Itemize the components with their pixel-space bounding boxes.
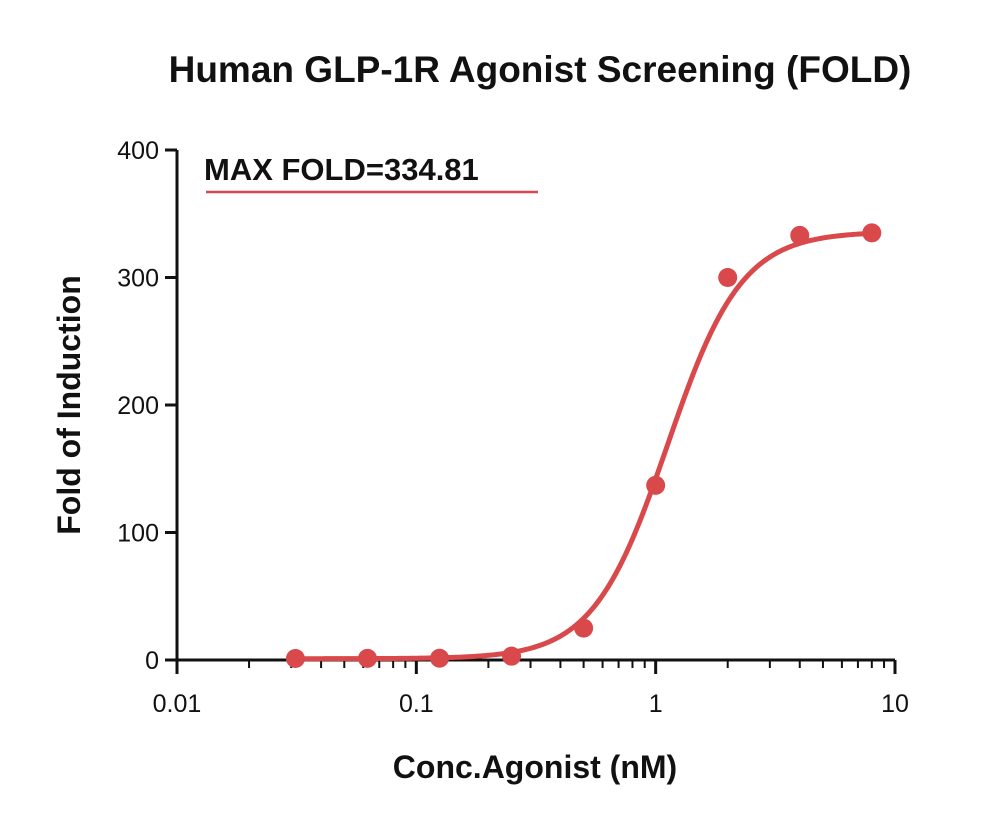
y-tick-label-3: 300: [117, 265, 159, 293]
data-point-5: [646, 475, 666, 495]
data-point-7: [790, 225, 810, 245]
fit-curve-layer: [292, 230, 875, 662]
x-tick-label-0: 0.01: [153, 690, 202, 718]
annotation-max-fold: MAX FOLD=334.81: [204, 152, 538, 194]
data-point-6: [718, 268, 738, 287]
x-axis-label: Conc.Agonist (nM): [393, 749, 677, 785]
data-point-2: [430, 648, 450, 668]
data-point-3: [502, 646, 522, 666]
data-point-8: [862, 223, 882, 243]
fit-curve: [292, 230, 875, 662]
x-tick-label-3: 10: [881, 690, 909, 718]
y-tick-label-2: 200: [117, 392, 159, 420]
y-tick-label-1: 100: [117, 520, 159, 548]
x-tick-label-1: 0.1: [399, 690, 434, 718]
axes: 0 100 200 300 400 0.01 0.1 1 10: [117, 137, 909, 718]
chart-title: Human GLP-1R Agonist Screening (FOLD): [169, 49, 912, 90]
x-tick-label-2: 1: [649, 690, 663, 718]
y-tick-label-4: 400: [117, 137, 159, 165]
data-point-4: [574, 618, 594, 638]
y-tick-label-0: 0: [145, 647, 159, 675]
data-point-1: [357, 648, 377, 668]
data-point-0: [285, 648, 305, 668]
data-points-layer: [285, 223, 882, 668]
annotation-max-fold-text: MAX FOLD=334.81: [204, 152, 479, 187]
y-axis-label: Fold of Induction: [51, 275, 87, 534]
